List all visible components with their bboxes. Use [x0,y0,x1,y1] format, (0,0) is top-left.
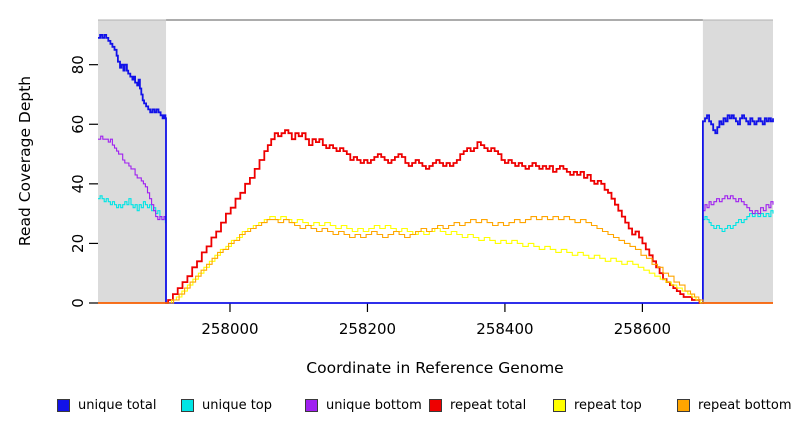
series-repeat-bottom [98,216,773,304]
legend-item-repeat-bottom: repeat bottom [677,398,792,413]
y-axis-title: Read Coverage Depth [16,76,34,246]
legend-item-repeat-total: repeat total [429,398,553,413]
chart-legend: unique total unique top unique bottom repea… [57,398,792,413]
plot-area: 258000 258200 258400 258600 0 20 40 60 80 [69,19,774,338]
legend-label: repeat total [450,398,527,413]
y-tick-label: 0 [69,298,87,308]
series-repeat-total [98,129,773,304]
series-repeat-top [98,216,773,304]
legend-label: unique bottom [326,398,422,413]
legend-item-unique-bottom: unique bottom [305,398,429,413]
legend-item-repeat-top: repeat top [553,398,677,413]
coverage-chart: 258000 258200 258400 258600 0 20 40 60 80 Coordi… [16,19,774,377]
legend-key-icon [57,399,70,412]
masked-region [98,20,167,303]
legend-key-icon [553,399,566,412]
y-tick-label: 40 [69,174,87,193]
x-tick-label: 258200 [339,320,396,338]
legend-label: repeat top [574,398,642,413]
masked-region [702,20,773,303]
legend-label: unique total [78,398,157,413]
y-tick-label: 80 [69,55,87,74]
legend-key-icon [677,399,690,412]
x-tick-label: 258600 [614,320,671,338]
series-unique-total [98,34,774,304]
x-tick-label: 258400 [476,320,533,338]
y-tick-label: 60 [69,115,87,134]
legend-key-icon [181,399,194,412]
legend-item-unique-top: unique top [181,398,305,413]
legend-key-icon [429,399,442,412]
y-tick-label: 20 [69,234,87,253]
legend-item-unique-total: unique total [57,398,181,413]
series-unique-top [98,195,774,304]
legend-label: unique top [202,398,273,413]
legend-label: repeat bottom [698,398,792,413]
x-tick-label: 258000 [201,320,258,338]
x-axis-title: Coordinate in Reference Genome [306,359,563,377]
legend-key-icon [305,399,318,412]
